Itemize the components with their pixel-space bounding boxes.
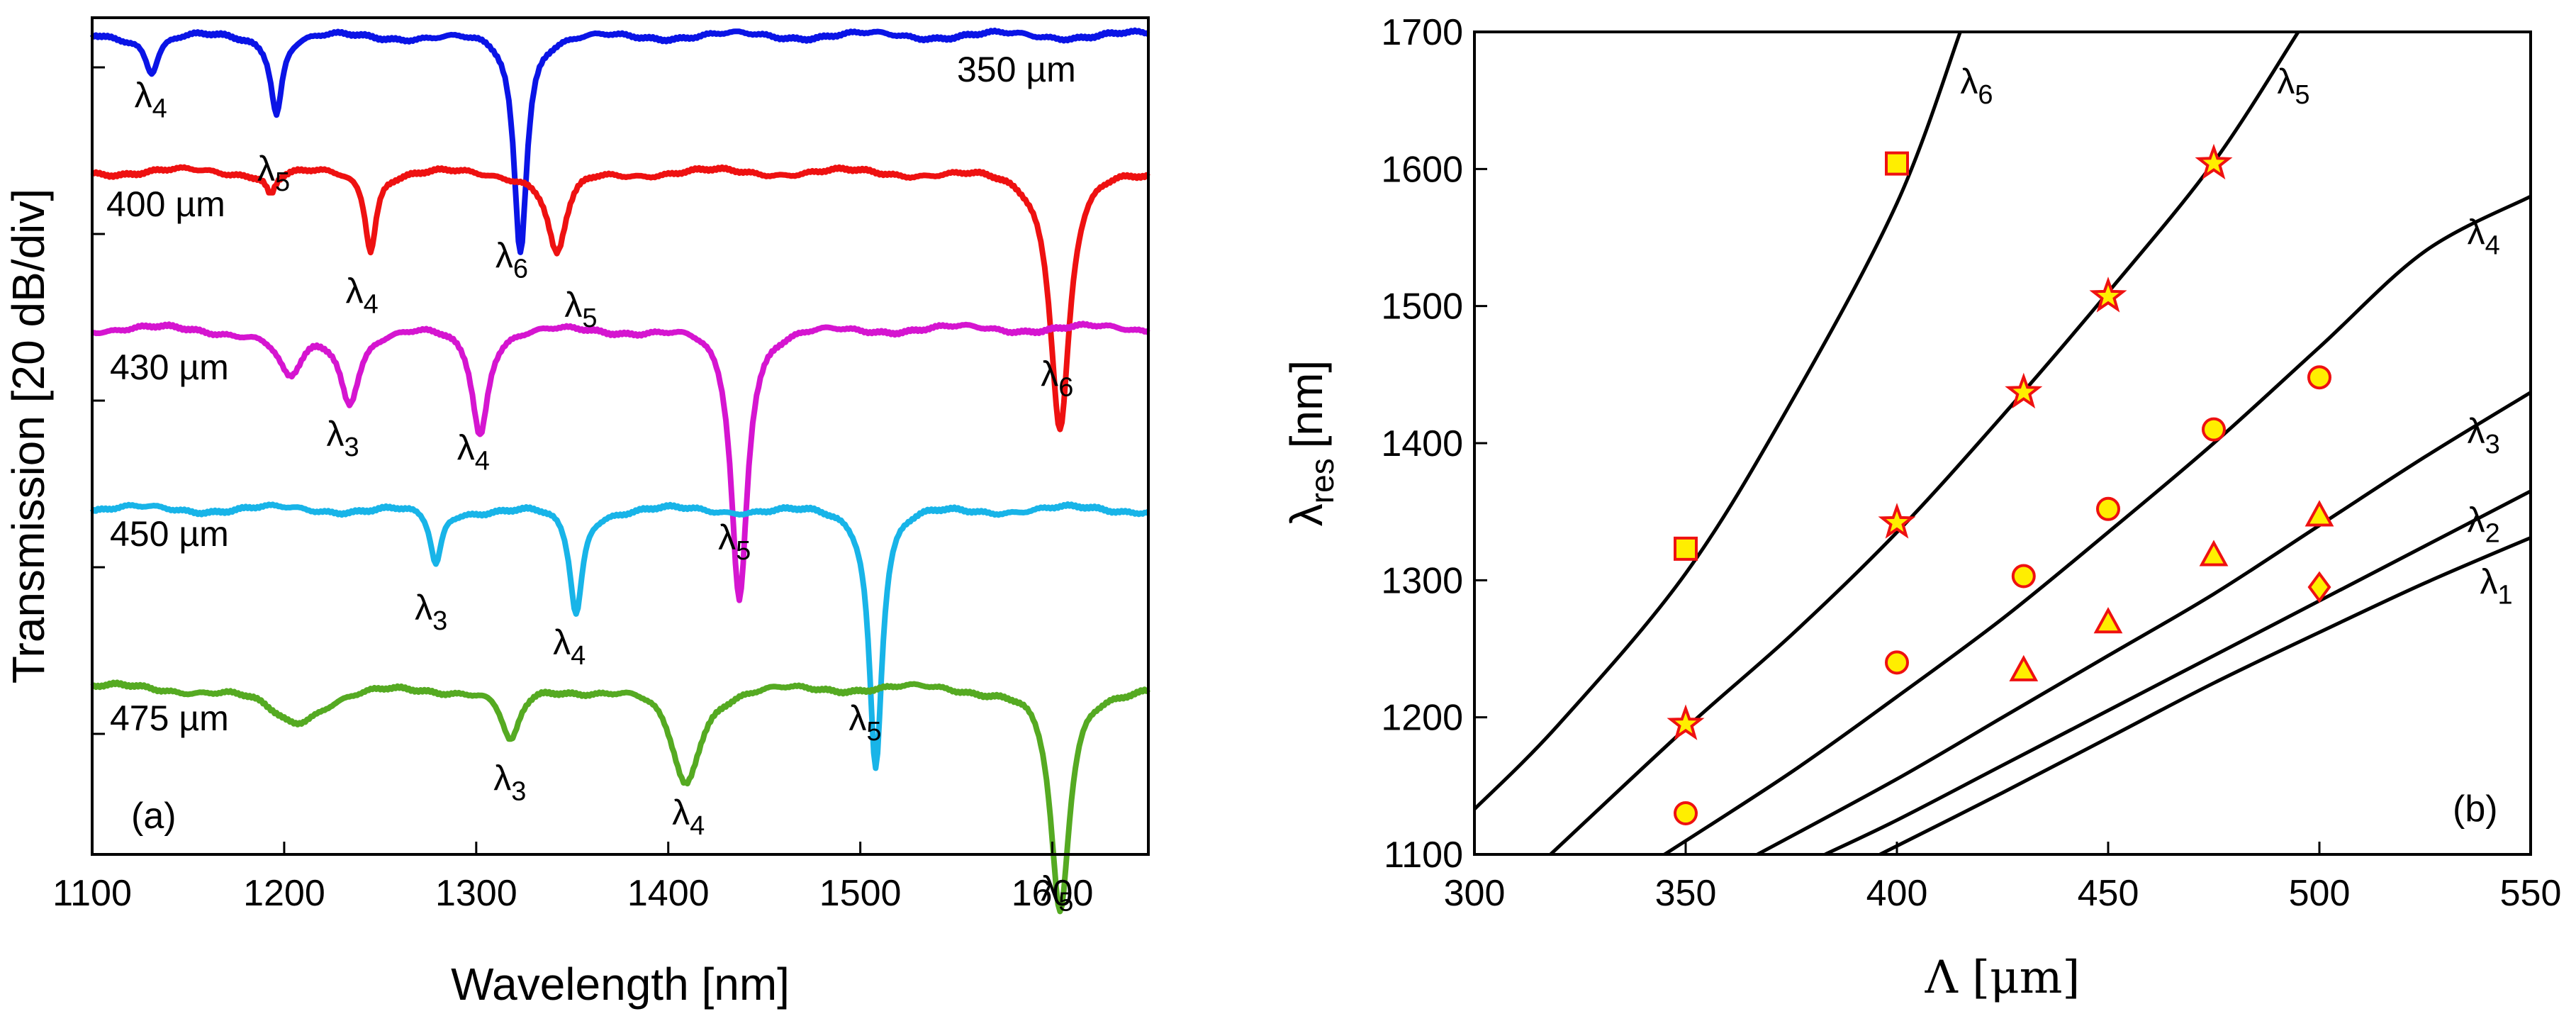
spectrum-0 <box>89 27 1150 255</box>
marker-triangle <box>2305 500 2334 527</box>
x-tick-label-b: 300 <box>1444 873 1506 914</box>
marker-circle <box>1674 801 1698 825</box>
marker-circle <box>2096 496 2120 521</box>
y-tick-label-b: 1200 <box>1381 698 1463 739</box>
transmission-traces <box>89 27 1150 915</box>
period-label-3: 450 µm <box>110 514 229 554</box>
dip-label: λ5 <box>849 698 881 747</box>
dip-label: λ5 <box>718 518 751 566</box>
x-tick-label-b: 350 <box>1655 873 1717 914</box>
dip-label: λ6 <box>1041 354 1073 402</box>
x-tick-label-b: 450 <box>2078 873 2139 914</box>
x-tick-label-b: 500 <box>2289 873 2351 914</box>
marker-triangle <box>2199 540 2229 567</box>
dip-label: λ5 <box>257 149 290 197</box>
x-tick-label-b: 400 <box>1866 873 1928 914</box>
y-tick-label-b: 1400 <box>1381 423 1463 464</box>
mode-curve-2 <box>1824 489 2532 857</box>
dip-label: λ5 <box>1041 869 1073 917</box>
spectrum-4 <box>90 679 1150 915</box>
y-label-sub: res <box>1304 458 1340 503</box>
panel-a-spectra: λ4 λ5 λ6 λ4 λ5 λ6 λ3 λ4 λ5 λ3 λ4 λ5 λ3 λ4 λ5 350 µm 400… <box>3 16 1150 1010</box>
mode-curve-label: λ4 <box>2468 213 2500 261</box>
y-tick-label-b: 1300 <box>1381 560 1463 601</box>
dip-label: λ4 <box>672 793 705 841</box>
dip-label: λ3 <box>415 588 447 636</box>
dip-label: λ3 <box>493 758 526 806</box>
marker-circle <box>2202 417 2226 442</box>
period-label-2: 430 µm <box>110 347 229 387</box>
mode-curve-label: λ3 <box>2468 411 2500 459</box>
mode-curve-1 <box>1879 536 2531 857</box>
y-tick-label-b: 1500 <box>1381 286 1463 328</box>
marker-circle <box>1885 650 1909 675</box>
dip-label: λ4 <box>346 271 379 319</box>
y-ticks-b: 1100 1200 1300 1400 1500 1600 1700 <box>1381 12 1487 876</box>
mode-curve-6 <box>1473 31 1962 810</box>
spectrum-3 <box>89 501 1150 771</box>
dip-label: λ5 <box>564 285 597 333</box>
spectrum-2 <box>91 320 1150 603</box>
x-tick-label-a: 1200 <box>243 873 325 914</box>
y-tick-label-b: 1100 <box>1384 835 1463 876</box>
x-tick-label-a: 1300 <box>435 873 517 914</box>
marker-star <box>2005 372 2043 409</box>
mode-curve-5 <box>1549 30 2300 856</box>
marker-square <box>1885 151 1909 176</box>
marker-star <box>2089 277 2127 313</box>
mode-curve-label: λ1 <box>2480 562 2512 610</box>
marker-square <box>1674 536 1698 561</box>
dip-label: λ3 <box>327 414 359 462</box>
measured-markers <box>1667 143 2334 825</box>
x-tick-label-b: 550 <box>2500 873 2562 914</box>
period-label-0: 350 µm <box>957 50 1076 89</box>
mode-curves <box>1473 30 2532 857</box>
dip-label: λ4 <box>553 623 586 671</box>
mode-curve-labels: λ6 λ5 λ4 λ3 λ2 λ1 <box>1960 62 2512 610</box>
x-axis-label-a: Wavelength [nm] <box>451 959 790 1010</box>
panel-label-b: (b) <box>2453 788 2498 830</box>
mode-curve-4 <box>1663 194 2532 857</box>
dip-annotations: λ4 λ5 λ6 λ4 λ5 λ6 λ3 λ4 λ5 λ3 λ4 λ5 λ3 λ4 λ5 <box>135 75 1074 917</box>
dip-label: λ4 <box>135 75 167 123</box>
panel-label-a: (a) <box>131 796 177 837</box>
x-ticks-b: 300 350 400 450 500 550 <box>1444 842 2562 914</box>
period-label-1: 400 µm <box>106 184 225 224</box>
x-tick-label-a: 1500 <box>819 873 902 914</box>
dip-label: λ6 <box>495 236 528 284</box>
marker-diamond <box>2307 571 2331 603</box>
dip-label: λ4 <box>457 428 490 476</box>
mode-curve-label: λ6 <box>1960 62 1993 110</box>
mode-curve-label: λ2 <box>2468 501 2500 549</box>
y-tick-label-b: 1600 <box>1381 149 1463 190</box>
marker-star <box>1667 704 1705 740</box>
svg-text:λres[nm]: λres [nm] <box>1281 360 1340 526</box>
mode-curve-label: λ5 <box>2277 62 2309 110</box>
x-tick-label-a: 1400 <box>627 873 710 914</box>
marker-circle <box>2011 564 2036 589</box>
panel-b-resonance-vs-period: λ6 λ5 λ4 λ3 λ2 λ1 300 350 400 450 500 550 1100 1200… <box>1281 12 2561 1004</box>
y-axis-label-b: λres [nm] <box>1281 360 1340 526</box>
x-axis-label-b: Λ [μm] <box>1925 952 2081 1004</box>
y-tick-label-b: 1700 <box>1381 12 1463 53</box>
y-label-lambda: λ <box>1281 503 1332 526</box>
marker-star <box>1878 503 1916 539</box>
marker-triangle <box>2093 607 2123 634</box>
marker-circle <box>2307 365 2331 390</box>
period-label-4: 475 µm <box>110 698 229 738</box>
marker-star <box>2195 143 2233 180</box>
period-labels: 350 µm 400 µm 430 µm 450 µm 475 µm <box>106 50 1076 738</box>
x-tick-label-a: 1100 <box>52 873 132 914</box>
y-axis-label-a: Transmission [20 dB/div] <box>3 189 54 684</box>
mode-curve-3 <box>1757 391 2532 857</box>
x-tick-label-a: 1600 <box>1012 873 1094 914</box>
x-ticks-a: 1100 1200 1300 1400 1500 1600 <box>52 66 1094 914</box>
axes-frame-b <box>1473 30 2532 856</box>
y-label-unit: [nm] <box>1281 360 1332 448</box>
spectrum-1 <box>90 164 1150 433</box>
axes-frame-a <box>91 16 1150 856</box>
marker-triangle <box>2009 654 2039 681</box>
